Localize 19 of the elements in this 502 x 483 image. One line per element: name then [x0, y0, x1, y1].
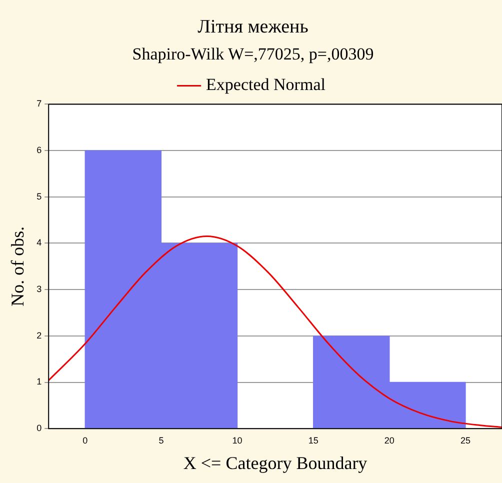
y-tick-label: 6	[36, 145, 42, 156]
chart-title: Літня межень	[198, 16, 309, 38]
y-tick-label: 3	[36, 284, 42, 294]
legend-label: Expected Normal	[206, 75, 326, 94]
y-tick-label: 4	[36, 238, 42, 248]
x-tick-label: 20	[384, 435, 394, 446]
x-tick-label: 15	[308, 435, 318, 446]
y-tick-label: 1	[36, 376, 42, 387]
y-tick-label: 2	[36, 330, 42, 340]
y-tick-label: 7	[36, 98, 42, 109]
y-axis-title: No. of obs.	[8, 226, 28, 306]
x-tick-label: 0	[82, 435, 88, 446]
y-tick-label: 5	[36, 191, 42, 202]
x-tick-label: 10	[232, 435, 242, 446]
chart-subtitle: Shapiro-Wilk W=,77025, p=,00309	[132, 44, 374, 64]
x-tick-label: 25	[460, 435, 470, 446]
x-tick-label: 5	[158, 435, 164, 446]
y-tick-label: 0	[36, 423, 42, 434]
x-axis-title: X <= Category Boundary	[183, 452, 368, 473]
